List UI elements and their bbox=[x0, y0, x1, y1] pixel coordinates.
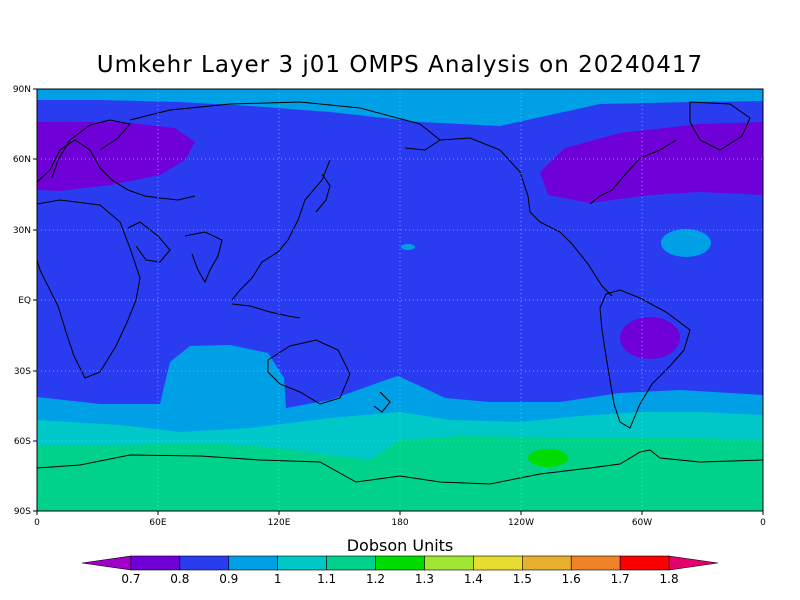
lon-tick-label: 0 bbox=[760, 518, 766, 528]
contour-samerica-0.7-0.8 bbox=[620, 317, 680, 359]
coast-indonesia bbox=[231, 303, 301, 319]
colorbar-swatch bbox=[570, 555, 621, 571]
colorbar-swatch bbox=[375, 555, 425, 571]
lon-tick-label: 120E bbox=[268, 518, 291, 528]
coast-antarctica bbox=[37, 449, 763, 485]
coast-europe bbox=[37, 139, 196, 201]
colorbar-label: 0.8 bbox=[170, 572, 189, 586]
colorbar-swatch bbox=[668, 555, 719, 571]
coast-north-america bbox=[439, 137, 613, 297]
coast-australia bbox=[267, 339, 351, 405]
colorbar-swatch bbox=[228, 555, 278, 571]
coast-japan bbox=[315, 173, 331, 213]
contour-europe-0.7-0.8 bbox=[37, 122, 195, 191]
coast-arabia bbox=[127, 221, 171, 263]
coast-scandinavia bbox=[51, 119, 131, 179]
contour-pacific-patch bbox=[401, 244, 415, 250]
coast-north-america-east bbox=[589, 139, 677, 205]
lon-tick-label: 180 bbox=[391, 518, 408, 528]
map-title: Umkehr Layer 3 j01 OMPS Analysis on 2024… bbox=[96, 52, 704, 78]
lon-tick-labels: 0 60E 120E 180 120W 60W 0 bbox=[34, 518, 766, 528]
coast-africa bbox=[37, 199, 141, 379]
colorbar-label: 1.2 bbox=[366, 572, 385, 586]
coast-east-asia bbox=[231, 159, 331, 301]
colorbar-label: 1.5 bbox=[513, 572, 532, 586]
coast-asia-north bbox=[129, 101, 441, 151]
coastlines bbox=[37, 101, 763, 485]
lon-tick-label: 60E bbox=[149, 518, 166, 528]
colorbar-swatch bbox=[619, 555, 670, 571]
colorbar-title: Dobson Units bbox=[346, 536, 454, 555]
lat-tick-label: 30S bbox=[14, 367, 31, 377]
lat-tick-labels: 90N 60N 30N EQ 30S 60S 90S bbox=[13, 85, 31, 517]
colorbar-swatch bbox=[179, 555, 230, 571]
colorbar-label: 1.8 bbox=[660, 572, 679, 586]
lat-tick-label: 60N bbox=[13, 155, 31, 165]
contour-arctic-0.9-1.0 bbox=[37, 89, 763, 126]
lat-tick-label: 90N bbox=[13, 85, 31, 95]
lon-tick-label: 60W bbox=[632, 518, 652, 528]
colorbar-swatch bbox=[130, 555, 181, 571]
contour-atlantic-patch bbox=[661, 229, 711, 257]
coast-newzealand bbox=[373, 391, 391, 413]
colorbar-label: 1.3 bbox=[415, 572, 434, 586]
contour-natlantic-0.7-0.8 bbox=[540, 122, 763, 203]
contour-peak-1.2-1.3 bbox=[528, 449, 568, 467]
colorbar-label: 1.6 bbox=[562, 572, 581, 586]
lon-tick-label: 0 bbox=[34, 518, 40, 528]
colorbar-swatch bbox=[522, 555, 572, 571]
colorbar-label: 0.7 bbox=[121, 572, 140, 586]
colorbar-swatch bbox=[277, 555, 327, 571]
colorbar-swatch bbox=[81, 555, 132, 571]
colorbar-label: 1.1 bbox=[317, 572, 336, 586]
coast-greenland bbox=[689, 101, 751, 151]
tick-marks bbox=[33, 88, 764, 515]
colorbar-label: 0.9 bbox=[219, 572, 238, 586]
colorbar-swatch bbox=[424, 555, 474, 571]
gridlines bbox=[37, 89, 763, 511]
lat-tick-label: 90S bbox=[14, 507, 31, 517]
colorbar-label: 1.4 bbox=[464, 572, 483, 586]
lon-tick-label: 120W bbox=[508, 518, 534, 528]
coast-south-america bbox=[599, 289, 691, 429]
lat-tick-label: EQ bbox=[18, 296, 31, 306]
colorbar: 0.7 0.8 0.9 1 1.1 1.2 1.3 1.4 1.5 1.6 1.7 1.8 bbox=[81, 555, 719, 586]
colorbar-swatch bbox=[326, 555, 376, 571]
lat-tick-label: 60S bbox=[14, 437, 31, 447]
colorbar-label: 1.7 bbox=[611, 572, 630, 586]
colorbar-swatch bbox=[473, 555, 523, 571]
lat-tick-label: 30N bbox=[13, 226, 31, 236]
colorbar-label: 1 bbox=[274, 572, 282, 586]
coast-india bbox=[184, 231, 223, 284]
